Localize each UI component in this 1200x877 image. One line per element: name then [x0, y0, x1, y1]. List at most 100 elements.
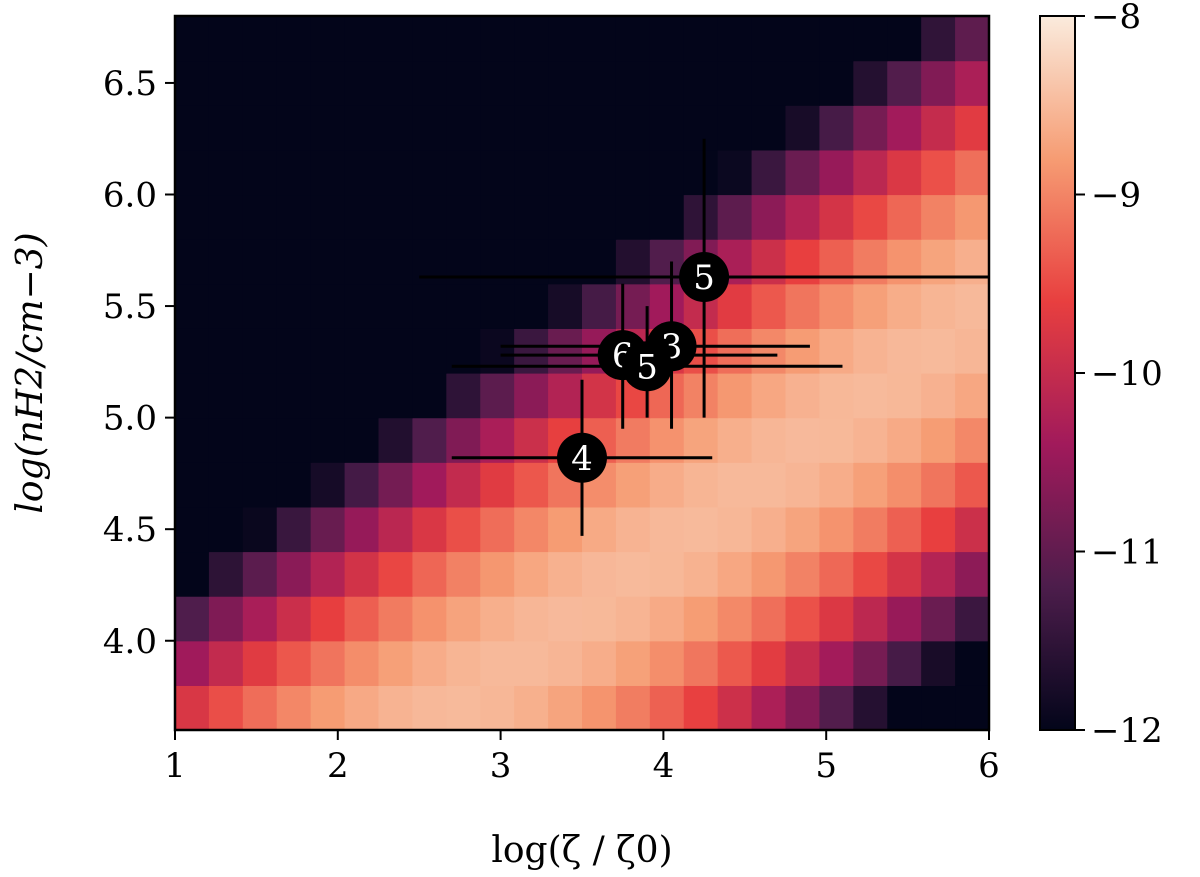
heatmap-cell [785, 194, 821, 240]
heatmap-cell [683, 462, 719, 508]
heatmap-cell [717, 640, 753, 686]
heatmap-cell [242, 462, 278, 508]
heatmap-cell [582, 640, 617, 686]
heatmap-cell [717, 551, 753, 597]
heatmap-cell [751, 16, 787, 62]
heatmap-cell [548, 506, 583, 553]
heatmap-cell [955, 149, 989, 196]
heatmap-cell [242, 239, 278, 285]
heatmap-cell [819, 373, 854, 419]
heatmap-cell [175, 239, 210, 285]
heatmap-cell [921, 373, 956, 419]
heatmap-cell [310, 596, 346, 642]
heatmap-cell [955, 373, 989, 419]
heatmap-cell [819, 551, 854, 597]
heatmap-cell [819, 417, 854, 463]
heatmap-cell [276, 551, 312, 597]
heatmap-cell [208, 685, 244, 730]
heatmap-cell [785, 105, 821, 151]
heatmap-cell [480, 462, 515, 508]
heatmap-cell [276, 60, 312, 106]
heatmap-cell [955, 194, 989, 240]
heatmap-cell [378, 551, 414, 597]
heatmap-cell [717, 462, 753, 508]
heatmap-cell [276, 373, 312, 419]
heatmap-cell [615, 283, 651, 329]
heatmap-cell [853, 551, 888, 597]
heatmap-cell [344, 417, 380, 463]
heatmap-cell [514, 462, 549, 508]
heatmap-cell [242, 60, 278, 106]
heatmap-cell [446, 194, 481, 240]
heatmap-cell [412, 506, 447, 553]
heatmap-cell [582, 149, 617, 196]
heatmap-cell [378, 506, 414, 553]
heatmap-cell [344, 328, 380, 374]
heatmap-cell [853, 596, 888, 642]
heatmap-cell [480, 105, 515, 151]
data-point-label: 5 [693, 258, 715, 298]
heatmap-cell [921, 60, 956, 106]
heatmap-cell [208, 506, 244, 553]
heatmap-cell [208, 16, 244, 62]
heatmap-cell [751, 596, 787, 642]
heatmap-cell [751, 462, 787, 508]
heatmap-cell [344, 149, 380, 196]
heatmap-cell [548, 149, 583, 196]
heatmap-cell [785, 16, 821, 62]
heatmap-cell [649, 506, 685, 553]
heatmap-cell [175, 328, 210, 374]
y-axis: 4.0 4.5 5.0 5.5 6.0 6.5 [103, 64, 175, 662]
heatmap-cell [683, 551, 719, 597]
heatmap-cell [344, 60, 380, 106]
heatmap-cell [412, 283, 447, 329]
heatmap-cell [344, 640, 380, 686]
heatmap-cell [310, 640, 346, 686]
heatmap-cell [921, 462, 956, 508]
heatmap-cell [276, 149, 312, 196]
heatmap-cell [887, 596, 922, 642]
heatmap-cell [378, 194, 414, 240]
heatmap-cell [276, 194, 312, 240]
heatmap-cell [785, 462, 821, 508]
heatmap-cell [955, 685, 989, 730]
heatmap-cell [378, 417, 414, 463]
heatmap-cell [242, 105, 278, 151]
heatmap-cell [751, 60, 787, 106]
heatmap-cell [921, 685, 956, 730]
heatmap-cell [717, 596, 753, 642]
heatmap-cell [955, 506, 989, 553]
heatmap-cell [480, 373, 515, 419]
heatmap-cell [446, 417, 481, 463]
heatmap-cell [310, 149, 346, 196]
heatmap-cell [582, 16, 617, 62]
heatmap-cell [310, 685, 346, 730]
heatmap-cell [683, 596, 719, 642]
heatmap-cell [615, 596, 651, 642]
heatmap-cell [276, 283, 312, 329]
heatmap-cell [446, 105, 481, 151]
heatmap-cell [649, 551, 685, 597]
heatmap-cell [853, 685, 888, 730]
heatmap-cell [208, 194, 244, 240]
heatmap-cell [175, 551, 210, 597]
heatmap-cell [921, 640, 956, 686]
heatmap-cell [480, 149, 515, 196]
heatmap-cell [649, 640, 685, 686]
heatmap-cell [242, 194, 278, 240]
heatmap-cell [175, 194, 210, 240]
heatmap-cell [378, 239, 414, 285]
heatmap-cell [751, 283, 787, 329]
heatmap-cell [378, 149, 414, 196]
heatmap-cell [175, 373, 210, 419]
heatmap-cell [853, 328, 888, 374]
heatmap-cell [446, 462, 481, 508]
heatmap-cell [615, 506, 651, 553]
heatmap-cell [683, 506, 719, 553]
heatmap-cell [412, 596, 447, 642]
heatmap-cell [649, 194, 685, 240]
heatmap-cell [378, 462, 414, 508]
heatmap-cell [615, 105, 651, 151]
heatmap-cell [378, 283, 414, 329]
